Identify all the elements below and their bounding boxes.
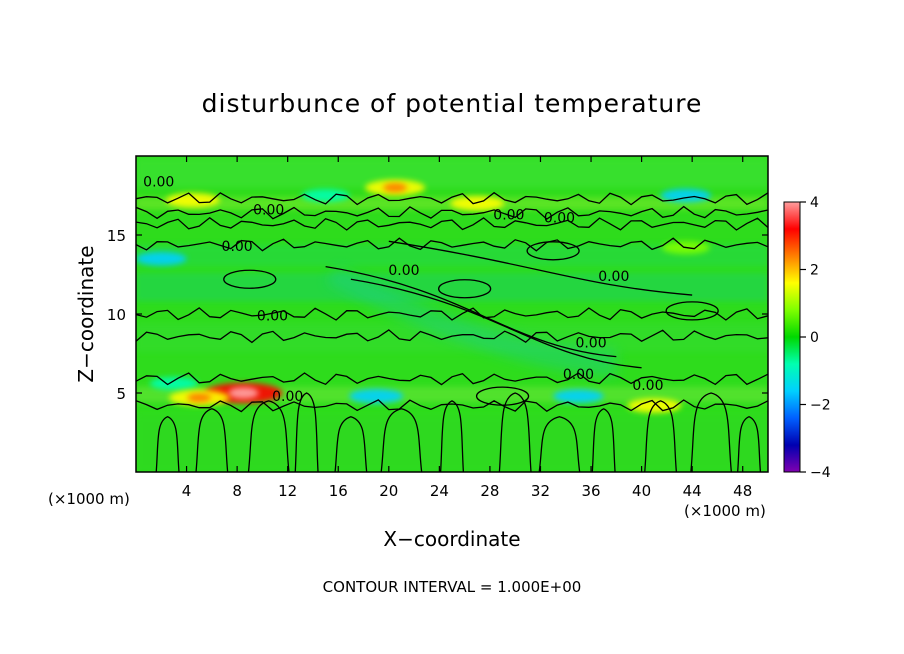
plume-contour: [690, 392, 732, 472]
contour-label: 0.00: [272, 389, 303, 405]
contour-label: 0.00: [563, 367, 594, 383]
colorbar: 4 2 0 −2 −4: [783, 195, 831, 481]
x-tick-label: 24: [430, 482, 449, 500]
cold-anomaly: [553, 389, 604, 403]
x-tick-label: 36: [581, 482, 600, 500]
tilted-contour: [350, 278, 642, 369]
x-axis-label: X−coordinate: [383, 527, 520, 551]
zero-contour: [136, 399, 768, 413]
x-tick-label: 28: [480, 482, 499, 500]
plume-contour: [380, 408, 423, 472]
x-tick-label: 4: [182, 482, 192, 500]
contour-label: 0.00: [143, 174, 174, 190]
y-axis-ticks: 5 10 15: [107, 227, 768, 403]
colorbar-tick-label: −2: [810, 398, 831, 414]
contour-label: 0.00: [253, 203, 284, 219]
x-tick-label: 20: [379, 482, 398, 500]
contour-label: 0.00: [257, 309, 288, 325]
zero-contour: [136, 191, 768, 206]
contour-label: 0.00: [544, 211, 575, 227]
contour-label: 0.00: [575, 335, 606, 351]
plume-contour: [591, 408, 616, 472]
tilted-contour: [388, 240, 693, 296]
contour-interval-note: CONTOUR INTERVAL = 1.000E+00: [323, 578, 582, 596]
tilted-contour: [325, 265, 617, 358]
colorbar-tick-label: 0: [810, 330, 819, 346]
field-band: [136, 386, 768, 403]
warm-anomaly: [450, 196, 505, 211]
contour-label: 0.00: [632, 378, 663, 394]
colorbar-ticks: 4 2 0 −2 −4: [800, 195, 831, 481]
cold-anomaly: [149, 377, 198, 391]
plume-contour: [155, 415, 180, 472]
zero-contour: [136, 372, 768, 386]
x-axis-unit-right: (×1000 m): [684, 502, 766, 520]
zero-contour: [136, 329, 768, 344]
closed-contour: [665, 301, 719, 321]
anomaly-core: [187, 393, 212, 403]
contour-label: 0.00: [388, 263, 419, 279]
chart-title: disturbunce of potential temperature: [202, 89, 703, 118]
plume-contour: [644, 400, 678, 472]
plume-contour: [334, 416, 368, 472]
plume-contour: [294, 392, 319, 472]
plume-contour: [247, 400, 290, 472]
closed-contour: [475, 386, 530, 406]
zero-contour: [136, 216, 768, 231]
cool-tongue: [325, 266, 617, 378]
plume-contour: [498, 392, 532, 472]
closed-contour: [223, 269, 277, 289]
contour-label: 0.00: [222, 239, 253, 255]
contour-label: 0.00: [493, 207, 524, 223]
x-tick-label: 48: [733, 482, 752, 500]
plume-contour: [439, 400, 465, 472]
plume-contour: [538, 416, 581, 472]
cold-anomaly: [136, 251, 187, 266]
y-axis-label: Z−coordinate: [74, 245, 98, 382]
plume-contour: [737, 415, 762, 472]
zero-contour: [136, 205, 768, 220]
colorbar-ramp: [783, 201, 801, 473]
x-tick-label: 12: [278, 482, 297, 500]
contour-label: 0.00: [598, 269, 629, 285]
field-band: [136, 157, 768, 188]
field-band: [136, 415, 768, 472]
colorbar-tick-label: −4: [810, 465, 831, 481]
y-tick-label: 5: [116, 385, 126, 403]
colorbar-tick-label: 4: [810, 195, 819, 211]
cold-anomaly: [660, 188, 712, 203]
x-tick-label: 16: [329, 482, 348, 500]
contour-lines: [136, 191, 768, 472]
anomaly-core: [383, 183, 408, 193]
anomaly-blobs: [136, 179, 712, 413]
warm-anomaly: [165, 192, 220, 208]
field-band: [136, 244, 768, 267]
plume-contour: [195, 408, 229, 472]
x-tick-label: 40: [632, 482, 651, 500]
x-axis-unit-left: (×1000 m): [48, 490, 130, 508]
x-axis-ticks: 4 8 12 16 20 24 28 32 36 40 44 48: [182, 156, 752, 500]
contour-labels: 0.00 0.00 0.00 0.00 0.00 0.00 0.00 0.00 0.00 0.00…: [143, 174, 663, 405]
closed-contour: [526, 241, 580, 261]
anomaly-core: [228, 387, 259, 399]
plot-area: 0.00 0.00 0.00 0.00 0.00 0.00 0.00 0.00 0.00 0.00…: [136, 156, 768, 472]
x-tick-label: 8: [232, 482, 242, 500]
y-tick-label: 10: [107, 306, 126, 324]
zero-contour: [136, 307, 768, 321]
cold-anomaly: [349, 388, 404, 404]
x-tick-label: 44: [683, 482, 702, 500]
zero-contour: [136, 237, 768, 252]
y-tick-label: 15: [107, 227, 126, 245]
colorbar-tick-label: 2: [810, 263, 819, 279]
x-tick-label: 32: [531, 482, 550, 500]
closed-contour: [437, 279, 492, 299]
